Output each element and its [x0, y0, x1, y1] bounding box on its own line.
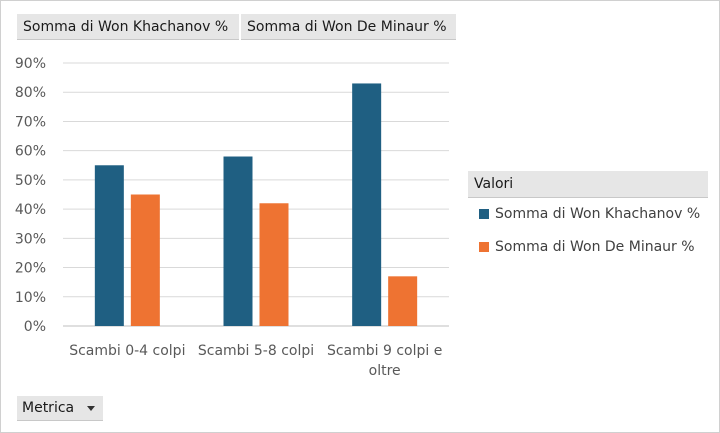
- bar: [259, 203, 289, 326]
- y-tick-label: 40%: [15, 202, 46, 218]
- legend-swatch-deminaur: [479, 242, 489, 252]
- legend-header[interactable]: Valori: [468, 171, 708, 198]
- legend-item-deminaur: Somma di Won De Minaur %: [479, 239, 695, 255]
- legend-swatch-khachanov: [479, 209, 489, 219]
- bar: [130, 194, 160, 326]
- x-tick-label: Scambi 0-4 colpi: [69, 343, 185, 359]
- bar-chart: 0% 10% 20% 30% 40% 50% 60% 70% 80% 90% Scambi 0-4 …: [15, 56, 449, 379]
- chevron-down-icon[interactable]: [87, 406, 95, 411]
- field-button-deminaur[interactable]: Somma di Won De Minaur %: [241, 14, 456, 40]
- metrica-filter-label: Metrica: [22, 400, 75, 416]
- y-tick-label: 70%: [15, 114, 46, 130]
- y-tick-label: 30%: [15, 231, 46, 247]
- x-tick-label: Scambi 5-8 colpi: [198, 343, 314, 359]
- field-button-khachanov[interactable]: Somma di Won Khachanov %: [17, 14, 239, 40]
- y-tick-label: 20%: [15, 261, 46, 277]
- legend-label-deminaur: Somma di Won De Minaur %: [495, 239, 695, 255]
- y-tick-label: 0%: [24, 319, 46, 335]
- y-tick-label: 10%: [15, 290, 46, 306]
- y-tick-label: 60%: [15, 144, 46, 160]
- y-tick-label: 50%: [15, 173, 46, 189]
- bar: [94, 165, 124, 326]
- legend-item-khachanov: Somma di Won Khachanov %: [479, 206, 700, 222]
- bar: [388, 276, 418, 326]
- bar: [223, 156, 253, 326]
- x-tick-label: Scambi 9 colpi e: [327, 343, 442, 359]
- bar: [352, 83, 382, 326]
- legend-label-khachanov: Somma di Won Khachanov %: [495, 206, 701, 222]
- metrica-filter-button[interactable]: Metrica: [17, 396, 103, 421]
- y-tick-label: 90%: [15, 56, 46, 72]
- y-tick-label: 80%: [15, 85, 46, 101]
- x-tick-label: oltre: [369, 363, 401, 379]
